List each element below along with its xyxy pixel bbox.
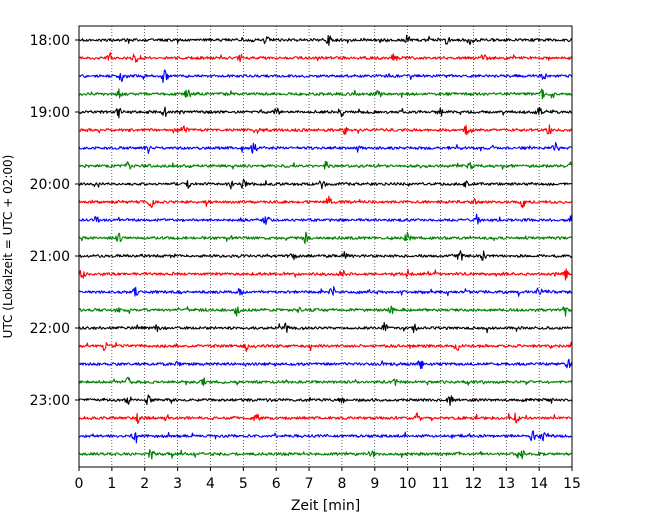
y-tick-label: 20:00 <box>30 177 70 193</box>
trace-1800 <box>78 34 572 46</box>
traces <box>78 34 573 460</box>
trace-2245 <box>78 376 573 387</box>
trace-2300 <box>78 394 573 406</box>
x-tick-label: 7 <box>305 476 314 492</box>
trace-2315 <box>78 412 573 425</box>
x-tick-label: 1 <box>107 476 116 492</box>
x-tick-label: 0 <box>75 476 84 492</box>
trace-2215 <box>78 341 573 353</box>
trace-2130 <box>78 286 572 297</box>
trace-2200 <box>78 321 573 334</box>
trace-2015 <box>78 195 572 209</box>
x-tick-label: 13 <box>497 476 515 492</box>
trace-2045 <box>78 231 572 245</box>
y-axis-label: UTC (Lokalzeit = UTC + 02:00) <box>1 155 15 339</box>
x-tick-label: 12 <box>464 476 482 492</box>
y-tick-label: 18:00 <box>30 33 70 49</box>
trace-2145 <box>78 305 572 317</box>
y-tick-label: 21:00 <box>30 249 70 265</box>
trace-1930 <box>78 141 572 155</box>
y-axis: 18:00 19:00 20:00 21:00 22:00 23:00 <box>30 33 79 409</box>
x-tick-label: 6 <box>272 476 281 492</box>
x-tick-label: 5 <box>239 476 248 492</box>
trace-1845 <box>78 88 572 100</box>
trace-1900 <box>78 106 573 119</box>
x-tick-label: 11 <box>432 476 450 492</box>
trace-2000 <box>78 178 573 190</box>
y-tick-label: 19:00 <box>30 105 70 121</box>
y-tick-label: 22:00 <box>30 321 70 337</box>
x-tick-label: 8 <box>337 476 346 492</box>
trace-1915 <box>78 124 573 136</box>
x-tick-label: 10 <box>399 476 417 492</box>
y-tick-label: 23:00 <box>30 393 70 409</box>
trace-2330 <box>78 430 572 444</box>
trace-2100 <box>78 250 573 262</box>
trace-1815 <box>78 52 573 63</box>
plot-frame <box>78 25 573 468</box>
x-tick-label: 2 <box>140 476 149 492</box>
x-tick-label: 4 <box>206 476 215 492</box>
x-axis-label: Zeit [min] <box>291 498 360 514</box>
trace-2345 <box>78 449 573 460</box>
x-tick-label: 9 <box>370 476 379 492</box>
trace-2115 <box>78 268 572 281</box>
x-axis: 0 1 2 3 4 5 6 7 8 9 10 11 12 13 14 15 <box>75 467 581 492</box>
x-tick-label: 3 <box>173 476 182 492</box>
trace-2030 <box>78 213 573 226</box>
trace-1945 <box>78 160 573 170</box>
x-tick-label: 15 <box>563 476 581 492</box>
trace-1830 <box>78 69 573 84</box>
x-tick-label: 14 <box>530 476 548 492</box>
trace-2230 <box>78 358 573 370</box>
